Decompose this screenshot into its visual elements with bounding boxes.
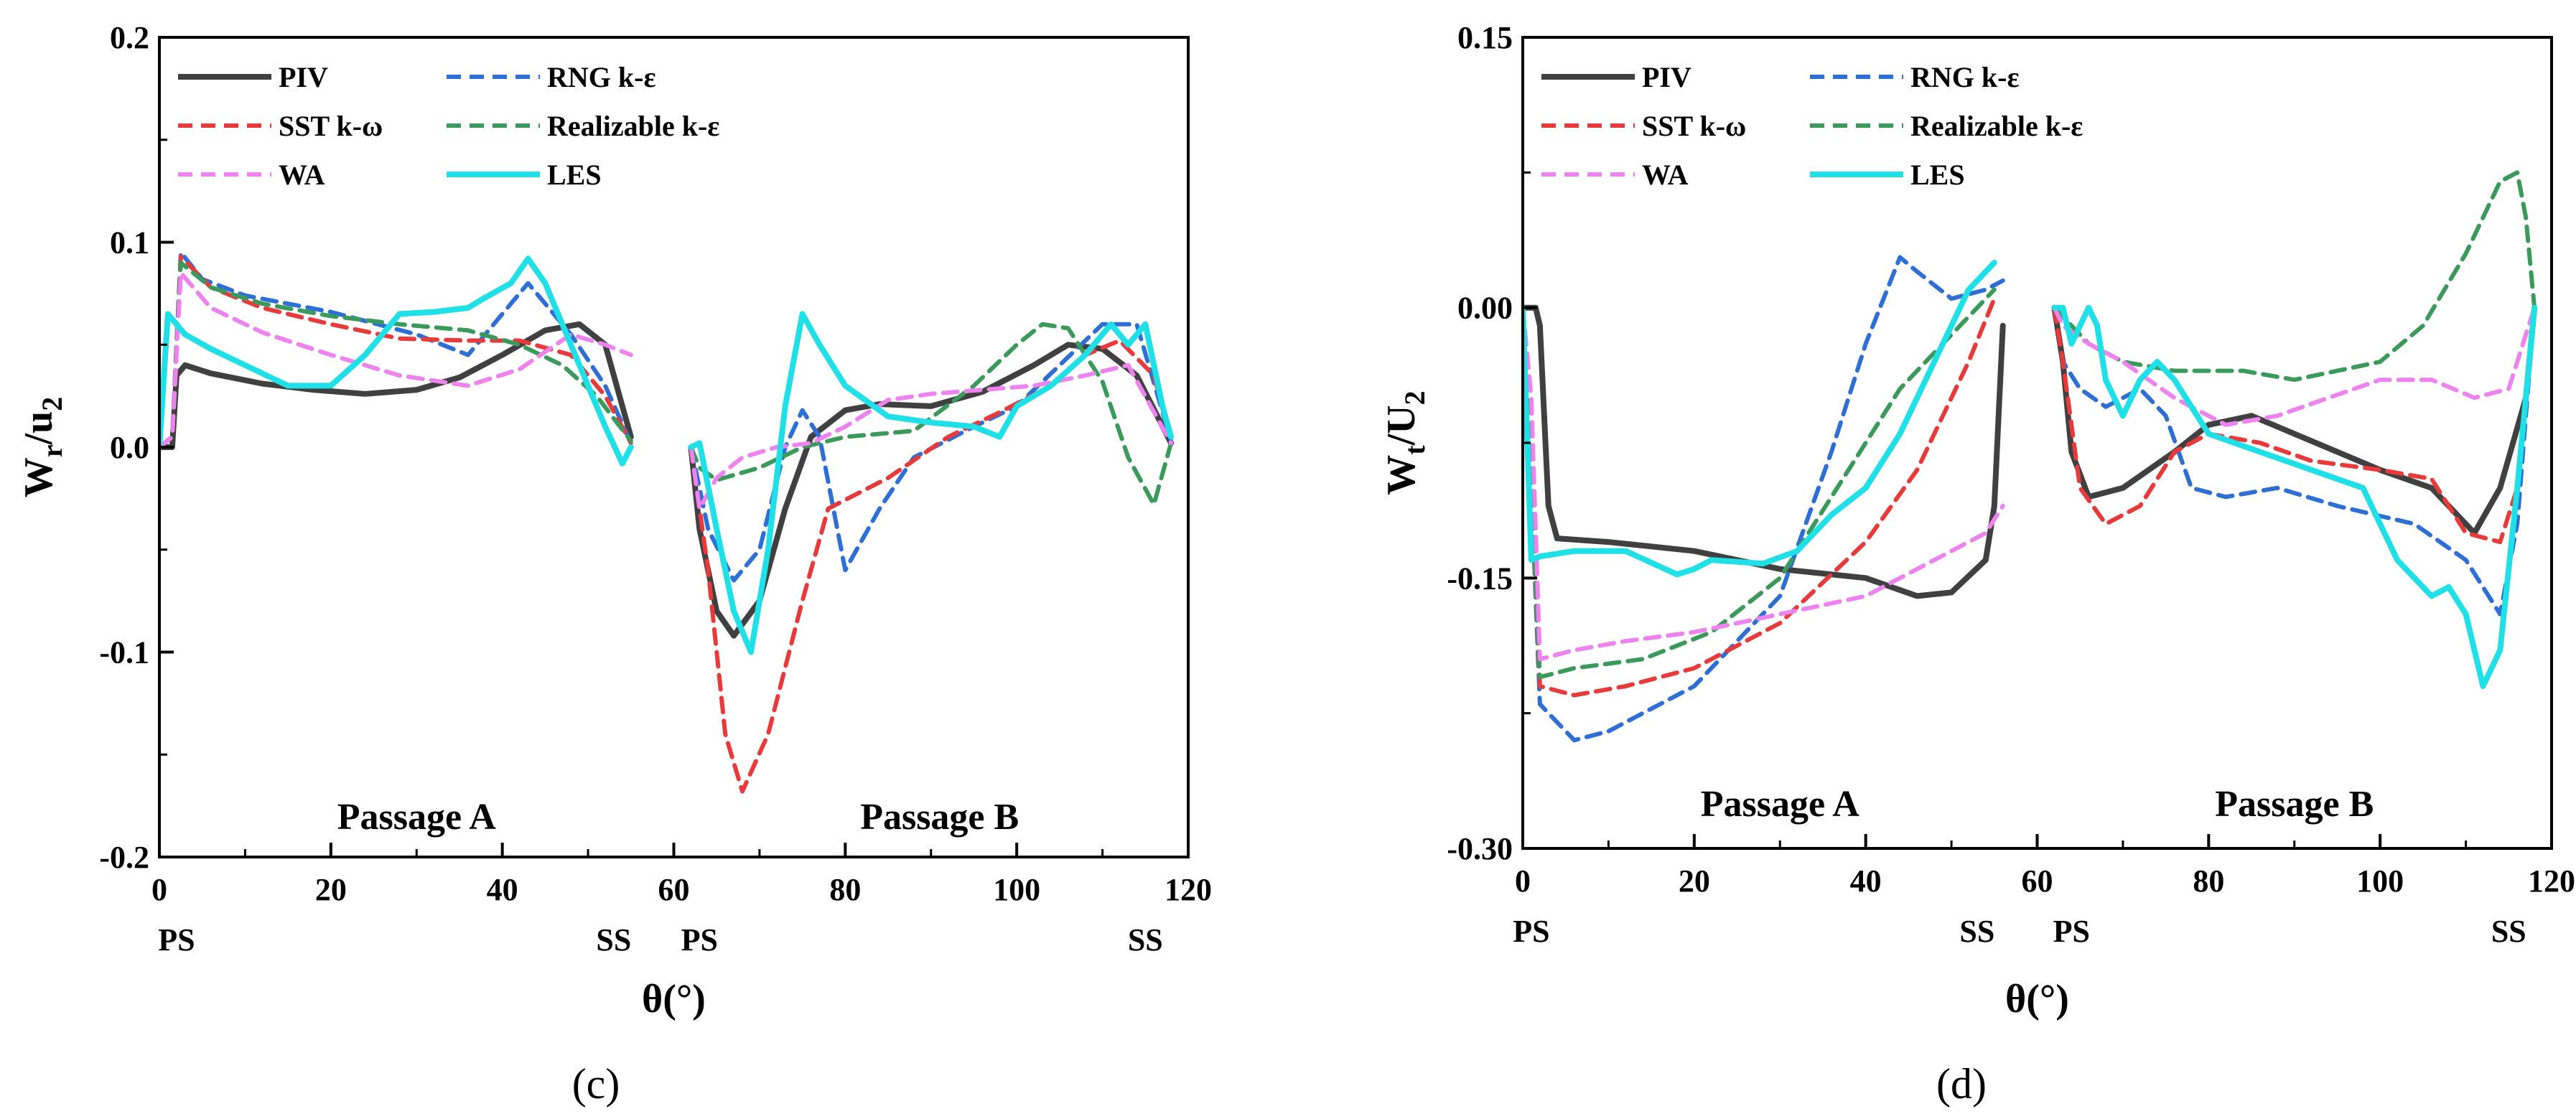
series-line-sst-k-omega	[159, 254, 633, 449]
series-line-wa	[689, 362, 1174, 511]
side-label-ss: SS	[2491, 914, 2526, 949]
x-tick-label: 0	[151, 872, 167, 907]
x-tick-label: 0	[1515, 863, 1531, 899]
legend-label-realizable-k-epsilon: Realizable k-ε	[547, 110, 719, 142]
y-tick-label: 0.1	[110, 225, 149, 261]
legend-label-les: LES	[1910, 159, 1965, 191]
passage-label: Passage A	[337, 797, 496, 838]
plot-area	[1523, 170, 2538, 743]
x-tick-label: 20	[1679, 863, 1710, 899]
x-tick-label: 80	[829, 872, 861, 907]
legend-label-wa: WA	[279, 159, 325, 191]
side-label-ps: PS	[158, 922, 195, 958]
legend-label-piv: PIV	[279, 61, 328, 93]
series-line-les	[688, 311, 1175, 655]
series-line-piv	[159, 321, 634, 450]
y-tick-label: -0.30	[1447, 831, 1513, 866]
side-label-ps: PS	[1513, 914, 1549, 949]
x-tick-label: 60	[2022, 863, 2053, 899]
x-tick-label: 40	[1850, 863, 1882, 899]
y-axis-title: Wr/u2	[17, 397, 68, 497]
panel-d: 0 20 40 60 80 100 120 -0.30 -0.15 0.00 0.15 PS SS PS S…	[1379, 20, 2575, 1108]
side-label-ps: PS	[2053, 914, 2090, 949]
legend-label-sst-k-omega: SST k-ω	[279, 110, 383, 142]
y-tick-label: 0.0	[110, 430, 149, 465]
series-line-rng-k-epsilon	[1523, 255, 2005, 743]
y-tick-label: -0.1	[99, 635, 149, 670]
series-line-sst-k-omega	[1523, 296, 1997, 698]
legend-label-wa: WA	[1642, 159, 1689, 191]
panel-caption: (d)	[1936, 1060, 1987, 1108]
series-line-piv	[2051, 304, 2538, 536]
x-tick-label: 100	[993, 872, 1040, 907]
x-axis-title: θ(°)	[642, 977, 706, 1021]
legend: PIV RNG k-ε SST k-ω Realizable k-ε WA LES	[178, 61, 719, 191]
side-label-ps: PS	[681, 922, 718, 958]
passage-label: Passage B	[860, 797, 1019, 838]
side-label-ss: SS	[596, 922, 631, 958]
series-line-sst-k-omega	[689, 338, 1174, 794]
legend-label-realizable-k-epsilon: Realizable k-ε	[1910, 110, 2083, 142]
series-line-realizable-k-epsilon	[2052, 170, 2537, 383]
legend-label-les: LES	[547, 159, 602, 191]
x-tick-label: 40	[487, 872, 518, 907]
series-line-les	[1523, 259, 1997, 578]
x-tick-label: 120	[2528, 863, 2575, 899]
legend-label-rng-k-epsilon: RNG k-ε	[1910, 61, 2020, 93]
x-tick-label: 100	[2356, 863, 2404, 899]
series-line-sst-k-omega	[2052, 305, 2537, 545]
passage-label: Passage B	[2215, 784, 2374, 825]
x-tick-label: 80	[2193, 863, 2224, 899]
y-tick-label: 0.00	[1457, 291, 1513, 326]
side-label-ss: SS	[1959, 914, 1994, 949]
y-axis-title: Wt/U2	[1379, 390, 1431, 495]
legend-label-piv: PIV	[1642, 61, 1691, 93]
series-line-piv	[688, 342, 1175, 639]
panel-caption: (c)	[572, 1060, 620, 1108]
series-line-les	[2051, 304, 2538, 689]
y-tick-label: -0.2	[99, 840, 149, 875]
series-line-realizable-k-epsilon	[689, 322, 1174, 507]
x-tick-label: 60	[658, 872, 690, 907]
series-line-wa	[2052, 305, 2537, 427]
panel-c: 0 20 40 60 80 100 120 -0.2 -0.1 0.0 0.1 0.2 PS SS PS SS…	[17, 20, 1212, 1108]
series-line-rng-k-epsilon	[2052, 305, 2537, 617]
series-line-wa	[159, 271, 633, 449]
legend: PIV RNG k-ε SST k-ω Realizable k-ε WA LES	[1541, 61, 2083, 191]
series-line-les	[159, 256, 634, 467]
passage-label: Passage A	[1701, 784, 1859, 825]
plot-area	[159, 250, 1175, 794]
side-label-ss: SS	[1128, 922, 1163, 958]
legend-label-rng-k-epsilon: RNG k-ε	[547, 61, 656, 93]
x-tick-label: 120	[1165, 872, 1212, 907]
y-tick-label: 0.15	[1457, 20, 1513, 55]
y-tick-label: -0.15	[1447, 561, 1513, 596]
x-axis-title: θ(°)	[2005, 977, 2069, 1021]
legend-label-sst-k-omega: SST k-ω	[1642, 110, 1746, 142]
y-tick-label: 0.2	[110, 20, 149, 55]
series-line-wa	[1523, 305, 2005, 662]
x-tick-label: 20	[315, 872, 347, 907]
